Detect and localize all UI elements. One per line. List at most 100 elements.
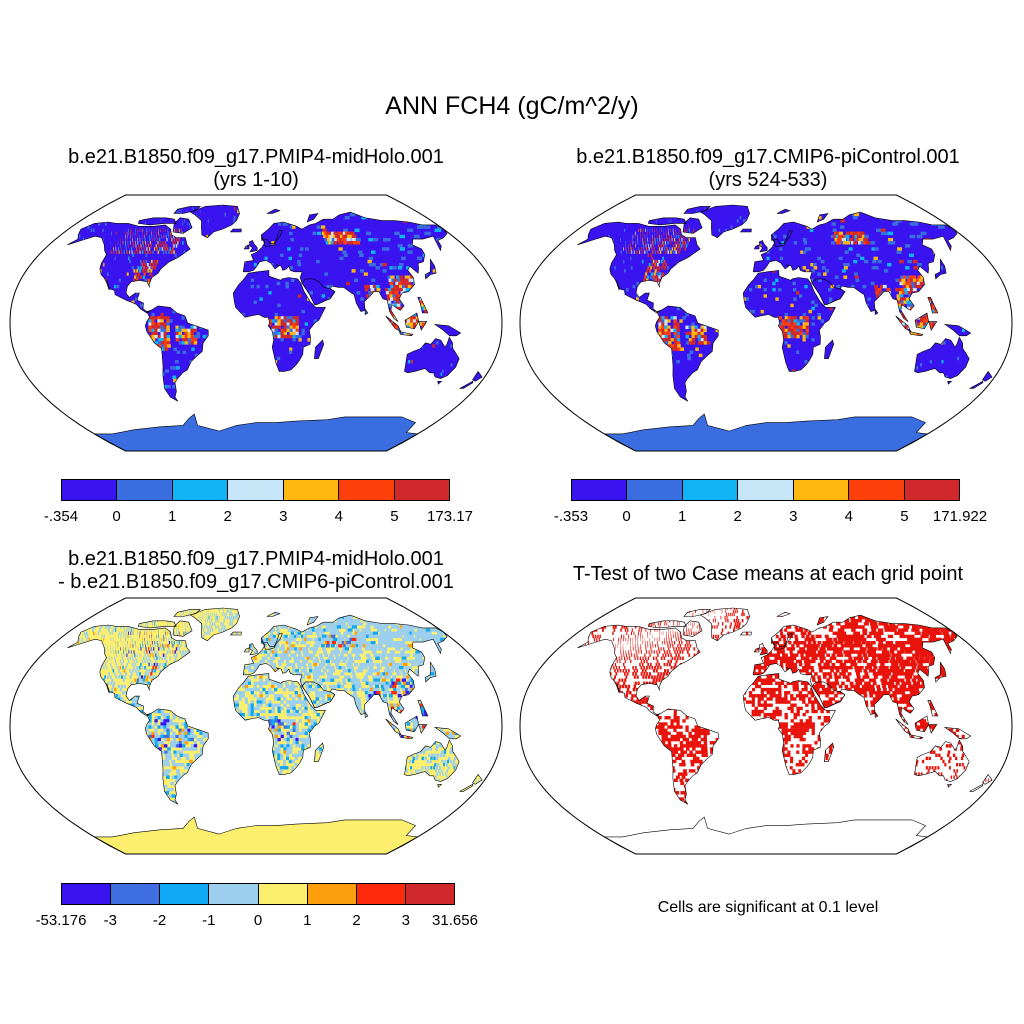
grid-cell <box>147 622 149 626</box>
grid-cell <box>135 656 137 660</box>
grid-cell <box>397 615 405 620</box>
grid-cell <box>364 309 368 314</box>
grid-cell <box>151 322 155 326</box>
grid-cell <box>84 647 86 651</box>
coastline <box>364 307 369 315</box>
grid-cell <box>354 228 360 232</box>
grid-cell <box>64 235 66 238</box>
grid-cell <box>117 219 120 223</box>
grid-cell <box>907 259 912 264</box>
grid-cell <box>928 331 932 336</box>
grid-cell <box>691 325 695 329</box>
grid-cell <box>685 325 689 329</box>
grid-cell <box>45 654 46 657</box>
grid-cell <box>647 266 650 270</box>
grid-cell <box>836 231 841 236</box>
grid-cell <box>409 325 414 329</box>
grid-cell <box>610 334 615 339</box>
grid-cell <box>144 631 145 635</box>
grid-cell <box>121 609 125 614</box>
grid-cell <box>737 284 741 289</box>
grid-cell <box>164 344 168 348</box>
grid-cell <box>906 341 910 345</box>
grid-cell <box>340 672 345 676</box>
grid-cell <box>683 244 685 248</box>
grid-cell <box>289 637 294 642</box>
grid-cell <box>400 659 406 664</box>
grid-cell <box>133 615 136 620</box>
grid-cell <box>381 608 389 610</box>
grid-cell <box>74 375 79 379</box>
grid-cell <box>804 247 809 251</box>
grid-cell <box>220 608 222 610</box>
grid-cell <box>88 662 90 667</box>
grid-cell <box>235 653 239 657</box>
grid-cell <box>346 641 351 645</box>
grid-cell <box>394 205 402 207</box>
grid-cell <box>687 353 691 358</box>
grid-cell <box>121 403 127 408</box>
grid-cell <box>179 634 181 639</box>
grid-cell <box>383 662 389 667</box>
grid-cell <box>339 653 344 657</box>
grid-cell <box>278 609 282 614</box>
grid-cell <box>895 278 900 282</box>
grid-cell <box>183 662 186 667</box>
grid-cell <box>403 281 409 286</box>
grid-cell <box>244 612 247 617</box>
grid-cell <box>388 288 393 292</box>
grid-cell <box>925 331 929 336</box>
grid-cell <box>274 653 278 657</box>
grid-cell <box>145 241 146 245</box>
grid-cell <box>805 328 809 333</box>
grid-cell <box>477 269 483 273</box>
grid-cell <box>626 300 630 304</box>
grid-cell <box>133 666 135 670</box>
grid-cell <box>396 275 401 279</box>
grid-cell <box>206 672 209 676</box>
grid-cell <box>178 659 181 664</box>
grid-cell <box>372 644 378 648</box>
grid-cell <box>127 634 129 639</box>
grid-cell <box>360 666 365 670</box>
grid-cell <box>228 615 230 620</box>
grid-cell <box>645 272 648 276</box>
grid-cell <box>108 656 110 660</box>
grid-cell <box>363 272 368 276</box>
grid-cell <box>156 234 157 239</box>
grid-cell <box>704 206 706 211</box>
antarctica-fill <box>604 414 928 451</box>
grid-cell <box>661 238 663 242</box>
grid-cell <box>130 231 131 236</box>
grid-cell <box>56 285 58 288</box>
grid-cell <box>616 388 621 392</box>
grid-cell <box>393 284 398 289</box>
grid-cell <box>252 619 255 623</box>
grid-cell <box>422 647 429 651</box>
grid-cell <box>178 328 182 333</box>
grid-cell <box>49 669 50 672</box>
grid-cell <box>289 662 293 667</box>
grid-cell <box>341 641 346 645</box>
grid-cell <box>931 306 935 311</box>
grid-cell <box>182 275 186 279</box>
grid-cell <box>817 272 821 276</box>
grid-cell <box>662 263 665 267</box>
grid-cell <box>269 397 272 401</box>
grid-cell <box>689 350 694 354</box>
grid-cell <box>357 250 363 254</box>
grid-cell <box>796 325 800 329</box>
grid-cell <box>406 325 411 329</box>
grid-cell <box>904 338 908 342</box>
grid-cell <box>888 238 894 242</box>
grid-cell <box>274 325 278 329</box>
grid-cell <box>703 400 707 405</box>
grid-cell <box>957 356 960 361</box>
grid-cell <box>701 259 704 264</box>
grid-cell <box>925 281 930 286</box>
grid-cell <box>199 666 202 670</box>
grid-cell <box>280 253 284 257</box>
grid-cell <box>129 250 131 254</box>
grid-cell <box>465 363 467 367</box>
grid-cell <box>127 608 132 610</box>
